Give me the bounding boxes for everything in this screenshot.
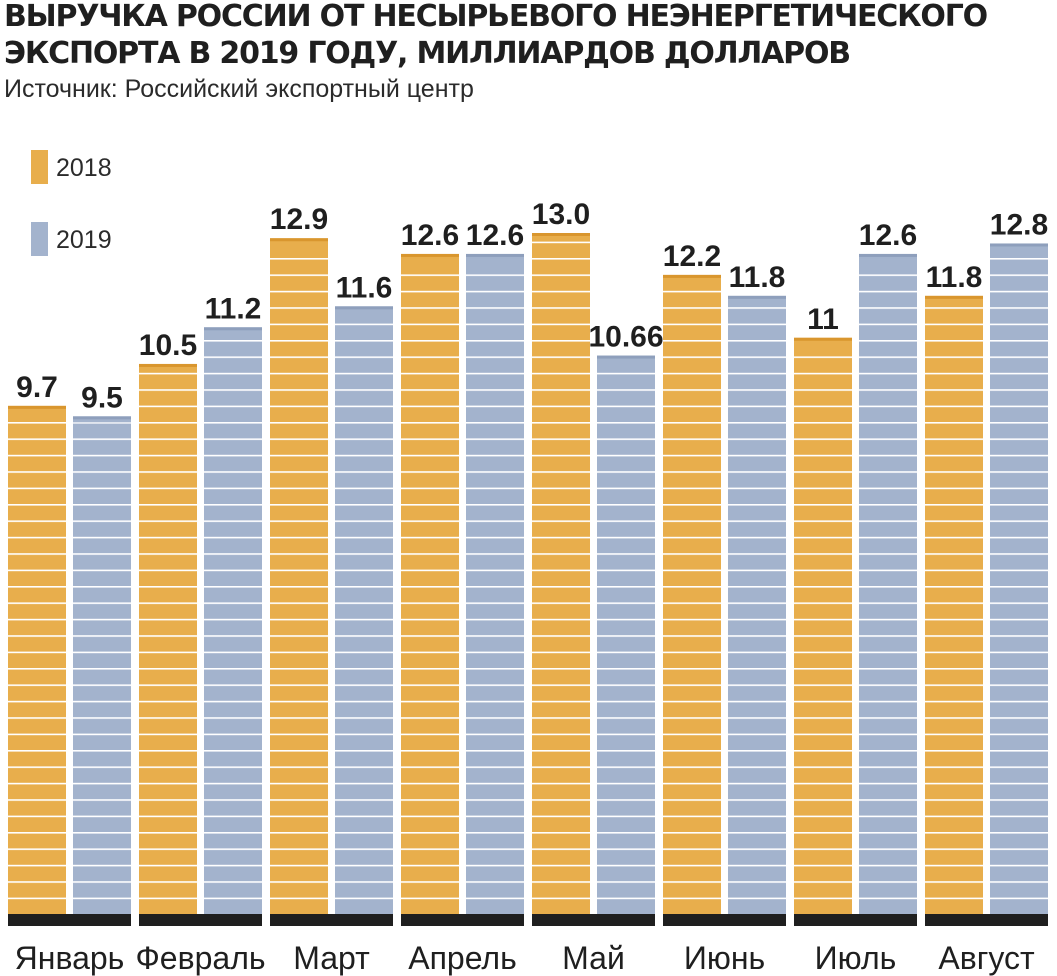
bar-stripes-2018-Февраль	[139, 369, 197, 914]
bar-stripes-2018-Январь	[8, 411, 66, 914]
bar-cap-2019-Февраль	[204, 327, 262, 331]
bar-stripes-2018-Август	[925, 301, 983, 914]
bar-stripes-2018-Апрель	[401, 259, 459, 914]
bar-cap-2018-Июнь	[663, 274, 721, 278]
baseline-segment-Февраль	[139, 914, 262, 926]
bar-cap-2019-Апрель	[466, 253, 524, 257]
value-labels: 9.7 9.510.511.212.911.612.6 12.613.010.661…	[16, 198, 1048, 414]
bar-stripes-2018-Июнь	[663, 280, 721, 914]
bar-cap-2018-Март	[270, 238, 328, 242]
baseline-segment-Май	[532, 914, 655, 926]
bar-cap-2018-Январь	[8, 405, 66, 409]
legend-label-2019: 2019	[56, 226, 112, 254]
bar-cap-2019-Июль	[859, 253, 917, 257]
baseline-segment-Август	[925, 914, 1048, 926]
bar-stripes-2019-Март	[335, 312, 393, 914]
value-label-2018-Май: 13.0	[532, 198, 590, 231]
category-label-Март: Март	[293, 940, 370, 976]
chart-source: Источник: Российский экспортный центр	[4, 75, 474, 103]
bar-stripes-2018-Июль	[794, 343, 852, 914]
bar-stripes-2019-Апрель	[466, 259, 524, 914]
baseline-segment-Апрель	[401, 914, 524, 926]
chart-title: ВЫРУЧКА РОССИИ ОТ НЕСЫРЬЕВОГО НЕЭНЕРГЕТИ…	[4, 0, 988, 71]
value-label-2018-Февраль: 10.5	[139, 329, 197, 362]
baseline	[8, 914, 1048, 926]
value-label-2018-Июнь: 12.2	[663, 240, 721, 273]
bar-cap-2019-Август	[990, 243, 1048, 247]
bar-stripes-2019-Июнь	[728, 301, 786, 914]
value-label-2018-Январь: 9.7	[16, 371, 58, 404]
value-label-2018-Июль: 11	[807, 303, 839, 336]
value-label-2019-Май: 10.66	[588, 321, 663, 354]
bar-cap-2018-Май	[532, 233, 590, 236]
bar-cap-2019-Январь	[73, 416, 131, 420]
value-label-2019-Апрель: 12.6	[466, 219, 524, 252]
bar-stripes-2018-Май	[532, 239, 590, 914]
baseline-segment-Март	[270, 914, 393, 926]
value-label-2019-Июнь: 11.8	[729, 261, 786, 294]
bar-cap-2019-Март	[335, 306, 393, 310]
bar-stripes-2019-Январь	[73, 422, 131, 914]
value-label-2018-Март: 12.9	[270, 203, 328, 236]
baseline-segment-Июль	[794, 914, 917, 926]
bar-cap-2018-Февраль	[139, 363, 197, 367]
category-label-Апрель: Апрель	[408, 940, 517, 976]
value-label-2019-Август: 12.8	[990, 208, 1048, 241]
value-label-2019-Март: 11.6	[336, 271, 393, 304]
bar-cap-2019-Июнь	[728, 295, 786, 299]
legend-swatch-2019	[31, 222, 48, 256]
legend-label-2018: 2018	[56, 154, 112, 182]
bar-stripes-2019-Февраль	[204, 333, 262, 914]
category-label-Май: Май	[562, 940, 625, 976]
category-label-Июль: Июль	[815, 940, 897, 976]
category-labels: Январь Февраль Март Апрель Май Июнь Июль Август	[15, 940, 1035, 976]
bar-stripes-2019-Июль	[859, 259, 917, 914]
value-label-2018-Август: 11.8	[926, 261, 983, 294]
bar-cap-2018-Июль	[794, 337, 852, 341]
category-label-Февраль: Февраль	[135, 940, 265, 976]
category-label-Июнь: Июнь	[684, 940, 765, 976]
bar-cap-2018-Август	[925, 295, 983, 299]
baseline-segment-Июнь	[663, 914, 786, 926]
bar-stripes-2019-Август	[990, 249, 1048, 914]
value-label-2019-Февраль: 11.2	[205, 292, 262, 325]
bar-stripes	[8, 239, 1048, 915]
category-label-Январь: Январь	[15, 940, 125, 976]
bar-stripes-2019-Май	[597, 361, 655, 915]
legend: 2018 2019	[31, 150, 112, 256]
value-label-2018-Апрель: 12.6	[401, 219, 459, 252]
legend-swatch-2018	[31, 150, 48, 184]
bar-cap-2018-Апрель	[401, 253, 459, 257]
value-label-2019-Июль: 12.6	[859, 219, 917, 252]
bar-cap-2019-Май	[597, 355, 655, 359]
bar-stripes-2018-Март	[270, 244, 328, 914]
category-label-Август: Август	[938, 940, 1035, 976]
baseline-segment-Январь	[8, 914, 131, 926]
value-label-2019-Январь: 9.5	[81, 381, 123, 414]
